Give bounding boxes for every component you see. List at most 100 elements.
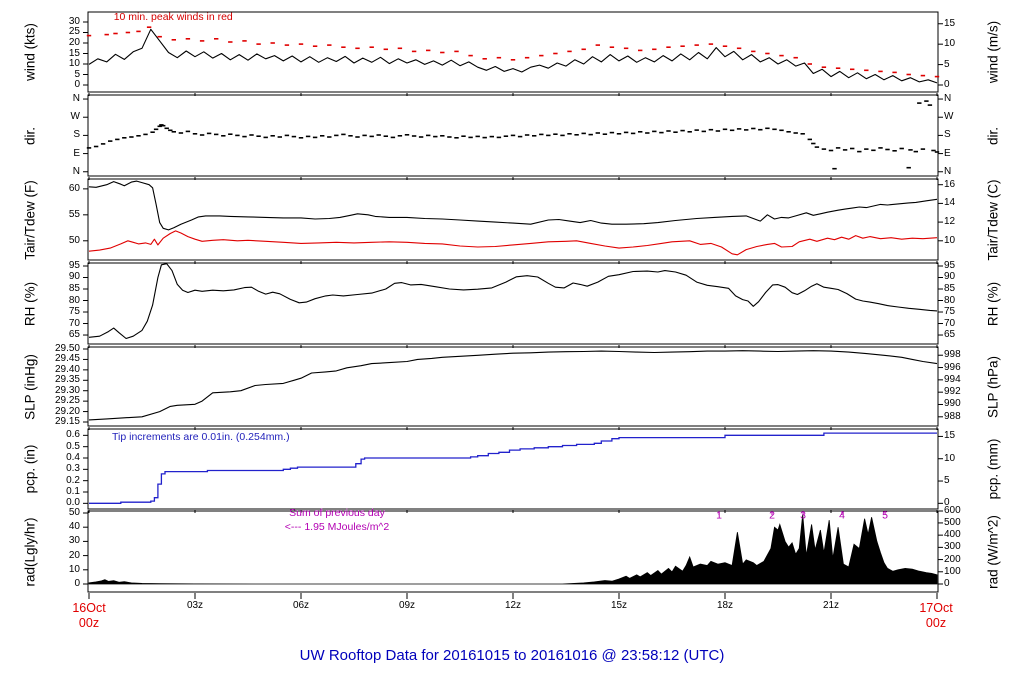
y-tick-label-left-dir: S [73, 129, 80, 141]
y-tick-label-left-rad: 40 [68, 521, 80, 533]
y-tick-label-left-temp: 60 [68, 182, 80, 194]
y-tick-label-left-pcp: 0.3 [66, 463, 80, 475]
y-tick-label-right-pcp: 15 [944, 430, 956, 442]
y-tick-label-right-dir: S [944, 129, 951, 141]
x-tick-label-21z: 21z [822, 600, 840, 611]
y-tick-label-left-rh: 75 [68, 306, 80, 317]
y-tick-label-left-wind: 15 [68, 47, 80, 59]
y-tick-label-left-pcp: 0.1 [66, 486, 80, 497]
y-tick-label-left-rh: 80 [68, 294, 80, 306]
annotation-rad-5: 4 [839, 510, 845, 522]
annotation-rad-4: 3 [800, 510, 806, 522]
y-tick-label-right-rh: 65 [944, 329, 956, 341]
y-tick-label-right-rad: 300 [944, 541, 961, 553]
y-tick-label-left-slp: 29.30 [54, 384, 80, 396]
y-tick-label-left-pcp: 0.0 [66, 497, 80, 509]
annotation-rad-1: <--- 1.95 MJoules/m^2 [285, 521, 390, 533]
y-tick-label-left-rad: 10 [68, 563, 80, 575]
y-tick-label-right-wind: 5 [944, 58, 950, 70]
y-tick-label-right-rad: 400 [944, 529, 961, 541]
panel-border-temp [87, 178, 939, 261]
y-tick-label-left-rad: 50 [68, 506, 80, 518]
y-tick-label-left-slp: 29.35 [54, 374, 80, 386]
y-tick-label-left-wind: 20 [68, 37, 80, 48]
series-peak_wind_10min [86, 26, 940, 78]
y-tick-label-left-slp: 29.20 [54, 405, 80, 417]
y-tick-label-right-dir: N [944, 165, 952, 177]
y-tick-label-left-rad: 30 [68, 535, 80, 547]
y-tick-label-right-slp: 992 [944, 386, 961, 398]
y-tick-label-right-rh: 80 [944, 294, 956, 306]
y-tick-label-left-dir: E [73, 147, 80, 159]
y-tick-label-right-rh: 75 [944, 306, 956, 317]
y-tick-label-left-rh: 95 [68, 259, 80, 271]
series-wind_direction [86, 100, 940, 170]
y-tick-label-right-rad: 500 [944, 516, 961, 528]
y-tick-label-left-dir: W [70, 111, 80, 123]
y-tick-label-left-pcp: 0.6 [66, 429, 80, 441]
y-tick-label-right-rh: 95 [944, 259, 956, 271]
annotation-rad-2: 1 [716, 510, 722, 522]
y-tick-label-right-temp: 12 [944, 216, 956, 228]
y-tick-label-right-temp: 14 [944, 197, 956, 209]
annotation-rad-0: Sum of previous day [289, 507, 385, 519]
y-tick-label-left-wind: 10 [68, 58, 80, 69]
y-tick-label-left-rh: 65 [68, 329, 80, 341]
x-tick-label-06z: 06z [292, 600, 310, 611]
y-tick-label-right-rh: 70 [944, 317, 956, 329]
y-tick-label-left-temp: 50 [68, 234, 80, 246]
y-tick-label-left-pcp: 0.2 [66, 474, 80, 486]
y-tick-label-left-wind: 5 [74, 68, 80, 80]
series-wind_speed [88, 28, 938, 84]
y-tick-label-left-rad: 20 [68, 549, 80, 561]
x-start-date-line2: 00z [78, 616, 100, 630]
annotation-rad-3: 2 [769, 510, 775, 522]
annotation-pcp-0: Tip increments are 0.01in. (0.254mm.) [112, 431, 290, 443]
x-start-date-line1: 16Oct [72, 601, 106, 615]
axis-title-left-wind: wind (kts) [22, 23, 38, 81]
axis-title-right-temp: Tair/Tdew (C) [985, 178, 1001, 261]
axis-title-left-dir: dir. [22, 126, 38, 145]
y-tick-label-left-wind: 0 [74, 79, 80, 90]
axis-title-right-wind: wind (m/s) [985, 20, 1001, 84]
axis-title-left-rh: RH (%) [22, 281, 38, 326]
y-tick-label-left-rad: 0 [74, 578, 80, 589]
y-tick-label-right-pcp: 0 [944, 497, 950, 509]
series-solar_radiation [88, 514, 938, 585]
y-tick-label-right-temp: 10 [944, 234, 956, 246]
axis-title-left-rad: rad(Lgly/hr) [22, 516, 38, 587]
y-tick-label-right-rad: 0 [944, 578, 950, 589]
y-tick-label-right-temp: 16 [944, 178, 956, 190]
series-sea_level_pressure [88, 350, 938, 421]
axis-title-right-pcp: pcp. (mm) [985, 438, 1001, 500]
x-tick-label-09z: 09z [398, 600, 416, 611]
y-tick-label-right-wind: 15 [944, 17, 956, 29]
series-precipitation [89, 432, 937, 504]
series-relative_humidity [88, 263, 938, 340]
y-tick-label-right-rh: 85 [944, 283, 956, 294]
y-tick-label-left-slp: 29.45 [54, 353, 80, 365]
y-tick-label-left-rh: 90 [68, 271, 80, 283]
y-tick-label-right-pcp: 5 [944, 475, 950, 487]
panel-border-wind [87, 11, 939, 93]
chart-title: UW Rooftop Data for 20161015 to 20161016… [299, 647, 725, 664]
y-tick-label-left-slp: 29.25 [54, 395, 80, 407]
axis-title-right-dir: dir. [985, 126, 1001, 145]
series-dew_point [88, 230, 938, 256]
y-tick-label-left-pcp: 0.4 [66, 452, 80, 463]
y-tick-label-left-slp: 29.40 [54, 363, 80, 375]
annotation-wind-0: 10 min. peak winds in red [114, 11, 233, 23]
y-tick-label-right-pcp: 10 [944, 452, 956, 464]
y-tick-label-left-wind: 30 [68, 15, 80, 27]
y-tick-label-left-wind: 25 [68, 26, 80, 38]
annotation-rad-6: 5 [882, 510, 888, 522]
y-tick-label-right-rad: 100 [944, 565, 961, 577]
y-tick-label-right-dir: E [944, 147, 951, 159]
y-tick-label-left-rh: 70 [68, 317, 80, 329]
y-tick-label-right-wind: 0 [944, 79, 950, 90]
y-tick-label-left-temp: 55 [68, 208, 80, 220]
y-tick-label-right-slp: 990 [944, 398, 961, 410]
y-tick-label-left-slp: 29.15 [54, 415, 80, 427]
panel-border-rad [87, 510, 939, 593]
